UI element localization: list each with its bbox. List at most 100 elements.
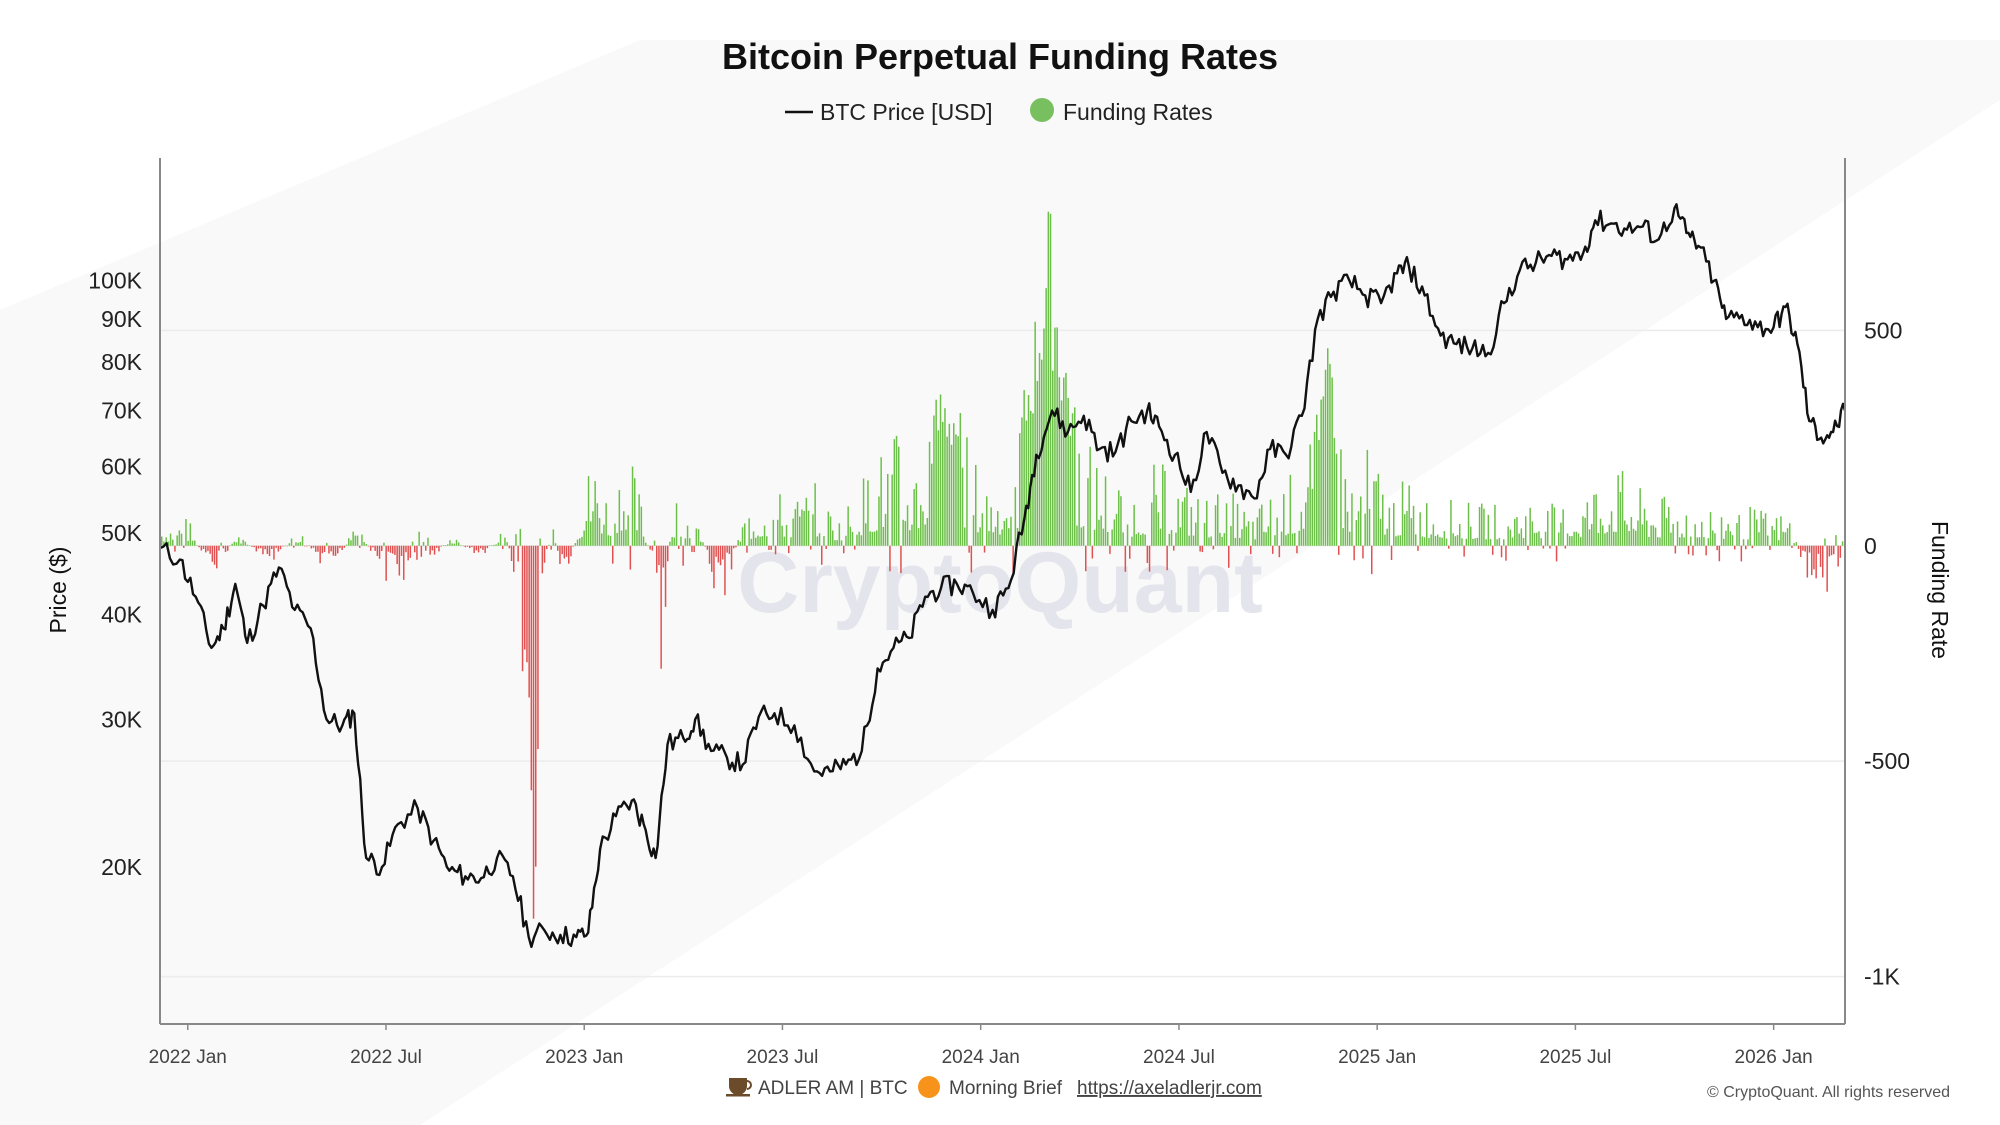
funding-bar	[1223, 533, 1226, 546]
funding-bar	[449, 540, 451, 546]
funding-bar	[552, 529, 555, 546]
funding-bar	[849, 526, 852, 546]
funding-bar	[1595, 494, 1597, 546]
funding-bar	[1379, 518, 1382, 546]
funding-bar	[227, 545, 229, 551]
funding-bar	[499, 533, 502, 546]
funding-bar	[1236, 503, 1239, 546]
funding-bar	[260, 545, 262, 549]
funding-bar	[1364, 513, 1366, 546]
funding-bar	[979, 527, 981, 546]
funding-bar	[1287, 533, 1289, 546]
funding-bar	[398, 545, 401, 576]
funding-bar	[1520, 528, 1523, 546]
funding-bar	[216, 545, 218, 569]
legend-price-label[interactable]: BTC Price [USD]	[820, 99, 993, 125]
funding-bar	[1023, 390, 1025, 546]
funding-bar	[1362, 545, 1364, 559]
funding-bar	[1144, 534, 1146, 546]
funding-bar	[735, 545, 737, 548]
funding-bar	[1650, 525, 1652, 546]
funding-bar	[1782, 531, 1784, 546]
funding-bar	[568, 545, 570, 564]
funding-bar	[1527, 545, 1529, 551]
funding-bar	[1661, 498, 1663, 546]
funding-bar	[1439, 537, 1441, 546]
funding-bar	[356, 535, 359, 546]
funding-bar	[957, 436, 959, 546]
funding-bar	[1474, 538, 1476, 546]
funding-bar	[337, 545, 339, 554]
funding-bar	[1056, 327, 1058, 546]
funding-bar	[1155, 494, 1157, 546]
funding-bar	[946, 436, 948, 546]
funding-bar	[1674, 545, 1677, 554]
funding-bar	[1404, 514, 1406, 546]
funding-bar	[407, 545, 409, 561]
funding-bar	[1118, 490, 1120, 546]
funding-bar	[1764, 513, 1767, 546]
funding-bar	[1701, 521, 1703, 546]
funding-bar	[684, 538, 687, 546]
funding-bar	[1668, 506, 1670, 546]
funding-bar	[1725, 530, 1727, 546]
funding-bar	[1824, 538, 1826, 546]
funding-bar	[1588, 529, 1591, 546]
funding-bar	[200, 545, 203, 551]
funding-bar	[339, 545, 341, 549]
funding-bar	[1228, 545, 1230, 568]
funding-bar	[1753, 509, 1756, 546]
left-tick-label: 60K	[101, 454, 143, 480]
funding-bar	[1745, 545, 1747, 550]
funding-bar	[1203, 522, 1206, 546]
funding-bar	[700, 541, 702, 546]
funding-bar	[508, 545, 511, 549]
funding-bar	[840, 540, 843, 546]
funding-bar	[1604, 533, 1606, 546]
funding-bar	[581, 536, 583, 546]
funding-bar	[977, 532, 979, 546]
funding-bar	[598, 518, 601, 546]
funding-bar	[865, 523, 867, 546]
funding-bar	[1795, 542, 1798, 546]
funding-bar	[752, 531, 755, 546]
funding-bar	[273, 545, 275, 560]
funding-bar	[631, 466, 634, 546]
funding-bar	[1692, 545, 1694, 556]
funding-bar	[1038, 352, 1041, 546]
funding-bar	[475, 545, 478, 551]
funding-bar	[277, 545, 280, 552]
funding-bar	[1819, 545, 1822, 567]
funding-bar	[1709, 512, 1712, 546]
left-tick-label: 80K	[101, 349, 143, 375]
funding-bar	[660, 545, 662, 669]
legend[interactable]: BTC Price [USD] Funding Rates	[785, 98, 1213, 125]
legend-funding-label[interactable]: Funding Rates	[1063, 99, 1213, 125]
funding-bar	[480, 545, 482, 549]
funding-bar	[847, 506, 849, 546]
funding-bar	[845, 535, 847, 546]
funding-bar	[178, 530, 181, 546]
funding-bar	[706, 545, 709, 550]
funding-bar	[926, 517, 929, 546]
funding-bar	[695, 528, 698, 546]
funding-bar	[502, 545, 504, 550]
footer-link[interactable]: https://axeladlerjr.com	[1077, 1078, 1262, 1099]
funding-bar	[1285, 535, 1287, 546]
funding-bar	[669, 541, 671, 546]
funding-bar	[561, 545, 563, 555]
funding-bar	[1250, 545, 1252, 555]
funding-bar	[792, 518, 794, 546]
funding-bar	[1153, 464, 1155, 546]
funding-bar	[1791, 545, 1793, 548]
funding-bar	[1027, 395, 1030, 546]
funding-bar	[176, 535, 178, 546]
funding-bar	[539, 538, 541, 546]
funding-bar	[383, 542, 385, 546]
funding-bar	[352, 531, 354, 546]
funding-bar	[1245, 526, 1248, 546]
funding-bar	[249, 545, 251, 547]
funding-bar	[1560, 522, 1562, 546]
funding-bar	[438, 545, 440, 552]
funding-bar	[455, 539, 458, 546]
